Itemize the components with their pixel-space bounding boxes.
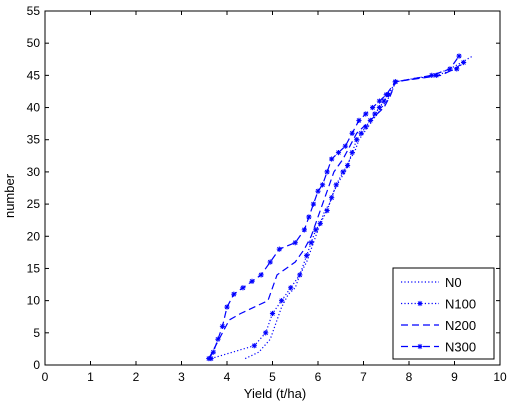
y-tick-label: 15 xyxy=(27,261,41,275)
legend-box xyxy=(392,267,495,360)
y-tick-label: 10 xyxy=(27,294,41,308)
point-n300-2 xyxy=(215,336,221,342)
y-tick-label: 35 xyxy=(27,133,41,147)
x-tick-label: 0 xyxy=(42,370,49,384)
point-n300-17 xyxy=(324,169,330,175)
x-tick-label: 9 xyxy=(451,370,458,384)
series-line-n200 xyxy=(208,62,464,359)
point-n300-25 xyxy=(376,98,383,104)
point-n100-3 xyxy=(269,310,276,317)
x-axis-label: Yield (t/ha) xyxy=(244,386,306,401)
point-n300-6 xyxy=(240,285,246,291)
y-axis-label: number xyxy=(2,173,17,218)
point-n100-12 xyxy=(329,195,335,201)
point-n100-18 xyxy=(358,130,364,136)
point-n300-22 xyxy=(356,117,362,124)
point-n100-9 xyxy=(313,227,319,233)
point-n100-5 xyxy=(288,285,294,291)
point-n300-23 xyxy=(363,111,369,117)
point-n300-28 xyxy=(429,72,435,78)
point-n100-13 xyxy=(333,182,339,188)
point-n300-8 xyxy=(258,272,264,278)
point-n300-14 xyxy=(310,201,317,207)
point-n300-26 xyxy=(383,92,389,98)
legend-label-n100: N100 xyxy=(445,297,476,312)
legend-label-n300: N300 xyxy=(445,340,476,355)
y-tick-label: 0 xyxy=(33,358,40,372)
legend-item-n100: N100 xyxy=(401,297,476,312)
point-n300-10 xyxy=(276,246,282,252)
y-tick-label: 20 xyxy=(27,229,41,243)
y-tick-label: 45 xyxy=(27,68,41,82)
x-tick-label: 7 xyxy=(360,370,367,384)
y-tick-label: 30 xyxy=(27,165,41,179)
point-n300-12 xyxy=(301,227,307,233)
y-tick-label: 25 xyxy=(27,197,41,211)
legend-item-n0: N0 xyxy=(401,275,462,290)
point-n300-5 xyxy=(231,291,237,297)
point-n100-4 xyxy=(279,298,285,304)
point-n300-24 xyxy=(370,104,376,111)
point-n100-23 xyxy=(381,98,387,104)
legend-item-n200: N200 xyxy=(401,318,476,333)
y-tick-label: 40 xyxy=(27,101,41,115)
point-n300-13 xyxy=(306,214,312,220)
point-n300-27 xyxy=(392,79,398,85)
point-n300-29 xyxy=(447,66,453,72)
point-n100-8 xyxy=(308,240,314,246)
legend-marker-n300 xyxy=(417,343,423,350)
point-n300-15 xyxy=(315,188,321,194)
point-n300-30 xyxy=(456,53,462,59)
x-tick-label: 1 xyxy=(87,370,94,384)
point-n100-1 xyxy=(251,343,257,349)
x-tick-label: 2 xyxy=(133,370,140,384)
x-tick-label: 3 xyxy=(178,370,185,384)
x-tick-label: 8 xyxy=(406,370,413,384)
point-n300-16 xyxy=(319,182,326,188)
point-n300-21 xyxy=(349,130,355,136)
series-n300 xyxy=(206,53,462,362)
point-n100-17 xyxy=(354,137,360,143)
legend-label-n0: N0 xyxy=(445,275,462,290)
point-n300-0 xyxy=(206,355,212,362)
point-n300-3 xyxy=(219,323,226,329)
point-n100-15 xyxy=(344,162,351,169)
point-n100-6 xyxy=(297,272,303,278)
series-n200 xyxy=(208,62,464,359)
legend-item-n300: N300 xyxy=(401,340,476,355)
x-tick-label: 4 xyxy=(224,370,231,384)
point-n100-7 xyxy=(304,252,310,259)
plot-marks xyxy=(206,53,473,362)
legend-marker-n100 xyxy=(417,300,423,307)
legend-label-n200: N200 xyxy=(445,318,476,333)
point-n300-20 xyxy=(342,143,348,149)
legend: N0 N100 N200 N300 xyxy=(392,267,495,360)
point-n100-16 xyxy=(349,150,355,156)
point-n100-14 xyxy=(340,169,346,175)
point-n100-11 xyxy=(324,207,330,214)
point-n100-2 xyxy=(263,330,269,336)
point-n300-18 xyxy=(329,156,335,162)
y-tick-label: 55 xyxy=(27,4,41,18)
x-tick-label: 6 xyxy=(315,370,322,384)
y-tick-label: 50 xyxy=(27,36,41,50)
point-n300-1 xyxy=(210,349,216,355)
point-n100-10 xyxy=(317,220,323,226)
x-tick-label: 5 xyxy=(269,370,276,384)
x-tick-label: 10 xyxy=(493,370,507,384)
point-n100-22 xyxy=(376,104,383,111)
point-n100-21 xyxy=(372,111,378,117)
point-n300-4 xyxy=(224,304,230,310)
point-n300-9 xyxy=(267,259,273,265)
y-tick-label: 5 xyxy=(33,326,40,340)
point-n300-11 xyxy=(292,240,298,246)
point-n300-7 xyxy=(249,278,255,284)
point-n300-19 xyxy=(335,150,342,156)
